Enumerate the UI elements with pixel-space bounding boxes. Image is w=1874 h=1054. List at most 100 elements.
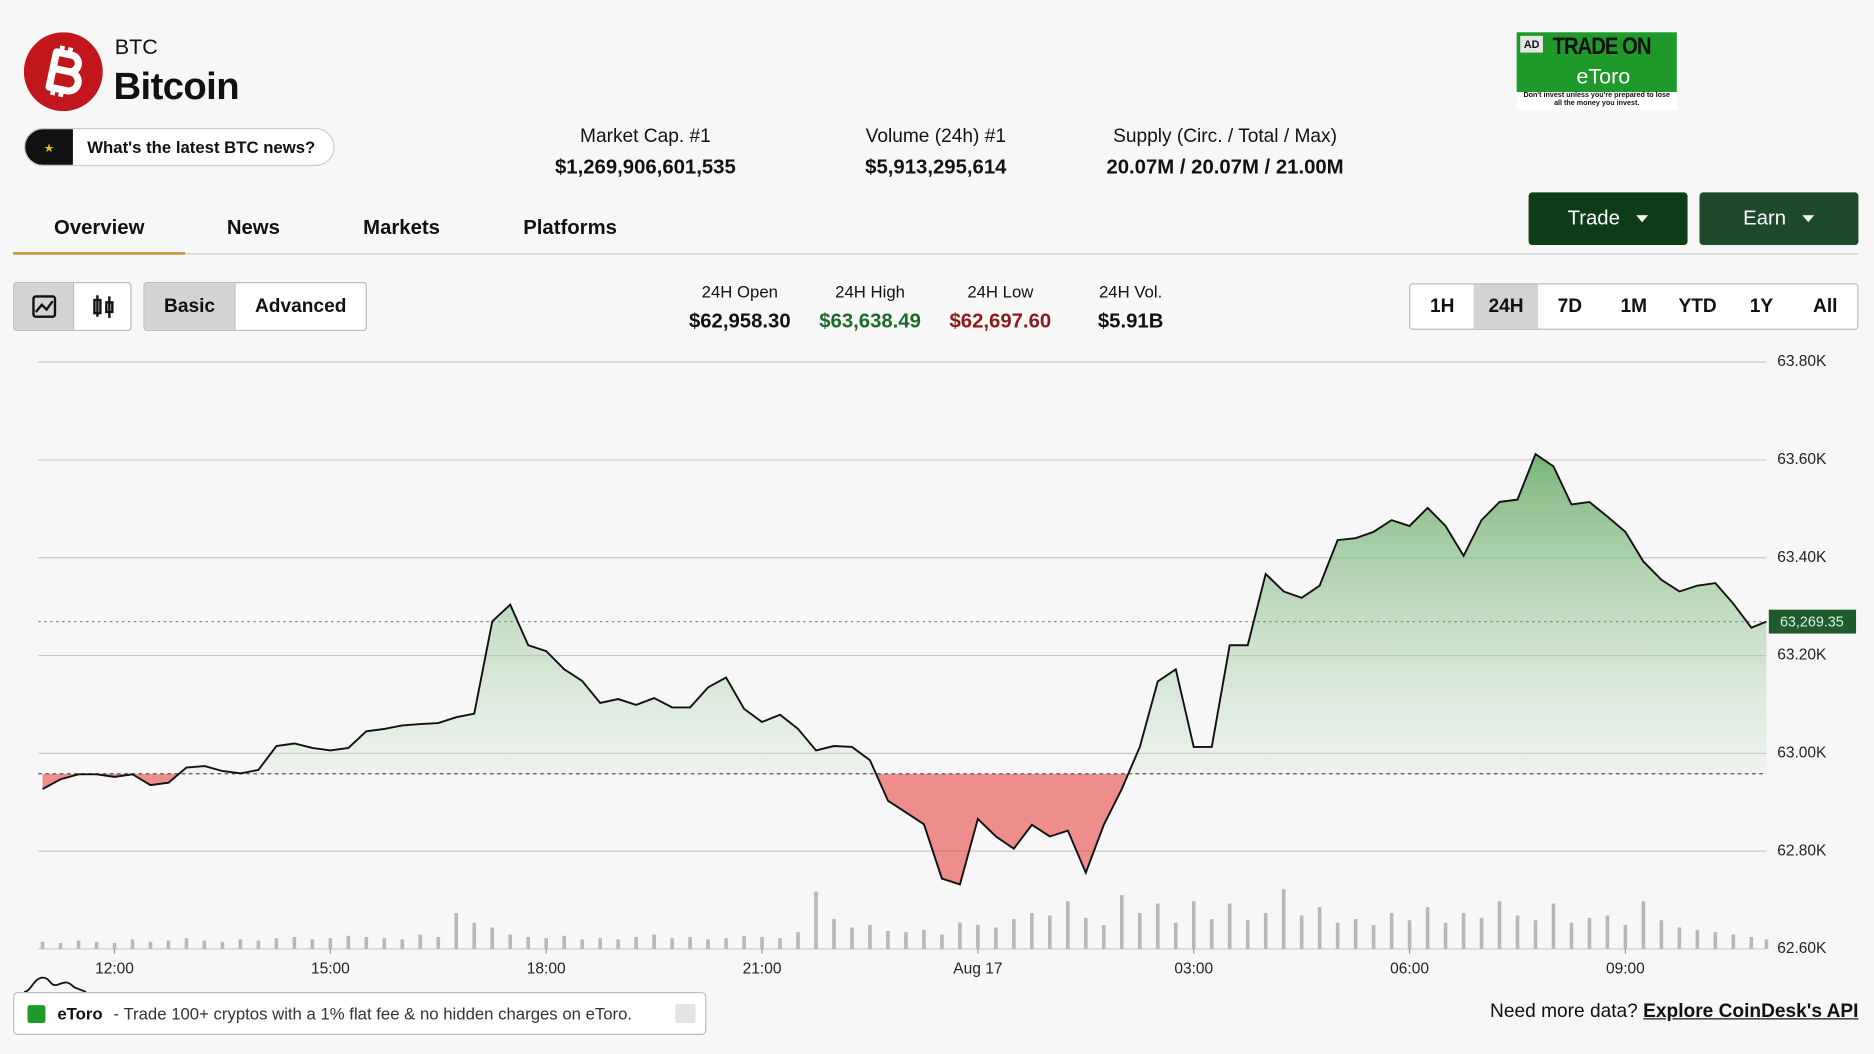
volume-bar bbox=[850, 927, 854, 949]
volume-bar bbox=[1677, 927, 1682, 949]
volume-bar bbox=[472, 922, 477, 949]
volume-bar bbox=[436, 936, 441, 949]
tab[interactable]: Overview bbox=[54, 216, 145, 240]
ad-banner[interactable]: AD TRADE ON eToro Don't invest unless yo… bbox=[1516, 32, 1677, 110]
footer-ad-text: - Trade 100+ cryptos with a 1% flat fee … bbox=[113, 1003, 633, 1024]
chart-logo bbox=[23, 976, 87, 993]
button-label: Earn bbox=[1743, 206, 1787, 230]
caret bbox=[1802, 215, 1815, 223]
volume-bar bbox=[1605, 915, 1610, 949]
button-label: Trade bbox=[1567, 206, 1620, 230]
volume-bar bbox=[1461, 913, 1466, 949]
volume-bar bbox=[76, 940, 81, 949]
volume-bar bbox=[1515, 915, 1520, 949]
volume-bar bbox=[1173, 922, 1178, 949]
volume-bar bbox=[1587, 917, 1592, 949]
volume-bar bbox=[1012, 919, 1016, 949]
tab[interactable]: News bbox=[226, 216, 280, 240]
volume-bar bbox=[310, 939, 315, 949]
mode-button[interactable]: Basic bbox=[144, 283, 235, 330]
volume-bar bbox=[220, 941, 225, 949]
ad-headline: TRADE ON bbox=[1552, 33, 1651, 60]
volume-bar bbox=[1137, 913, 1142, 949]
volume-bar bbox=[1713, 932, 1718, 949]
volume-bar bbox=[490, 927, 495, 949]
volume-bar bbox=[562, 935, 566, 949]
volume-bar bbox=[832, 919, 836, 949]
volume-bar bbox=[580, 939, 584, 949]
footer-ad[interactable]: eToro - Trade 100+ cryptos with a 1% fla… bbox=[13, 991, 707, 1035]
ad-tag: AD bbox=[1520, 35, 1543, 53]
volume-bar bbox=[1048, 915, 1052, 949]
volume-bar bbox=[400, 939, 405, 949]
volume-bar bbox=[544, 938, 548, 949]
volume-bar bbox=[1335, 922, 1340, 949]
range-button[interactable]: 1Y bbox=[1749, 295, 1774, 317]
volume-bar bbox=[346, 935, 351, 949]
day-stat-value: $62,697.60 bbox=[949, 309, 1052, 333]
range-button[interactable]: 1M bbox=[1620, 295, 1648, 317]
volume-bar bbox=[652, 934, 656, 949]
x-tick-label: 12:00 bbox=[95, 960, 134, 977]
stat-label: Market Cap. #1 bbox=[580, 126, 711, 148]
mode-button[interactable]: Advanced bbox=[234, 283, 365, 330]
range-button[interactable]: 7D bbox=[1557, 295, 1583, 317]
x-tick-label: 03:00 bbox=[1174, 960, 1213, 977]
sparkle-icon bbox=[25, 129, 73, 165]
range-button[interactable]: All bbox=[1813, 295, 1838, 317]
volume-bar bbox=[1155, 903, 1160, 949]
api-link[interactable]: Explore CoinDesk's API bbox=[1643, 1001, 1859, 1022]
volume-bar bbox=[634, 936, 638, 949]
x-tick-label: 06:00 bbox=[1390, 960, 1429, 977]
x-tick-label: 18:00 bbox=[527, 960, 566, 977]
tab[interactable]: Platforms bbox=[523, 216, 617, 240]
volume-bar bbox=[1641, 901, 1646, 949]
volume-bar bbox=[1749, 936, 1754, 949]
volume-bar bbox=[994, 927, 998, 949]
dropdown-button[interactable]: Trade bbox=[1528, 192, 1688, 246]
volume-bar bbox=[1695, 929, 1700, 949]
volume-bar bbox=[1084, 917, 1088, 949]
volume-bar bbox=[382, 938, 387, 949]
volume-bar bbox=[1659, 920, 1664, 949]
day-stat-label: 24H Vol. bbox=[1098, 282, 1163, 302]
line-chart-button[interactable] bbox=[14, 283, 73, 330]
volume-bar bbox=[868, 925, 872, 949]
volume-bar bbox=[94, 941, 99, 949]
volume-bar bbox=[364, 936, 369, 949]
volume-bar bbox=[1389, 913, 1394, 949]
volume-bar bbox=[328, 938, 333, 949]
volume-bar bbox=[238, 939, 243, 949]
x-tick-label: Aug 17 bbox=[953, 960, 1002, 977]
day-stat-value: $62,958.30 bbox=[688, 309, 791, 333]
volume-bar bbox=[508, 934, 513, 949]
bitcoin-logo bbox=[23, 32, 103, 112]
volume-bar bbox=[1101, 925, 1106, 949]
volume-bar bbox=[58, 942, 63, 949]
tab[interactable]: Markets bbox=[363, 216, 440, 240]
volume-bar bbox=[454, 913, 459, 949]
range-button[interactable]: 1H bbox=[1429, 295, 1455, 317]
y-tick-label: 63.20K bbox=[1777, 647, 1827, 664]
news-prompt[interactable]: What's the latest BTC news? bbox=[23, 127, 335, 167]
volume-bar bbox=[742, 935, 746, 949]
volume-bar bbox=[1281, 889, 1286, 949]
area-above-open bbox=[179, 454, 1767, 774]
range-button[interactable]: 24H bbox=[1474, 284, 1538, 329]
current-price-label: 63,269.35 bbox=[1780, 615, 1844, 631]
coin-name: Bitcoin bbox=[113, 64, 240, 108]
day-stat-value: $5.91B bbox=[1097, 309, 1164, 333]
volume-bar bbox=[1764, 939, 1769, 949]
range-button[interactable]: YTD bbox=[1678, 295, 1717, 317]
caret bbox=[1636, 215, 1649, 223]
day-stat-label: 24H Low bbox=[967, 282, 1034, 302]
volume-bar bbox=[202, 940, 207, 949]
price-line bbox=[42, 452, 1767, 886]
stat-value: 20.07M / 20.07M / 21.00M bbox=[1106, 155, 1344, 179]
volume-bar bbox=[418, 934, 423, 949]
dropdown-button[interactable]: Earn bbox=[1699, 192, 1859, 246]
volume-bar bbox=[778, 938, 782, 949]
candle-chart-button[interactable] bbox=[72, 283, 130, 330]
